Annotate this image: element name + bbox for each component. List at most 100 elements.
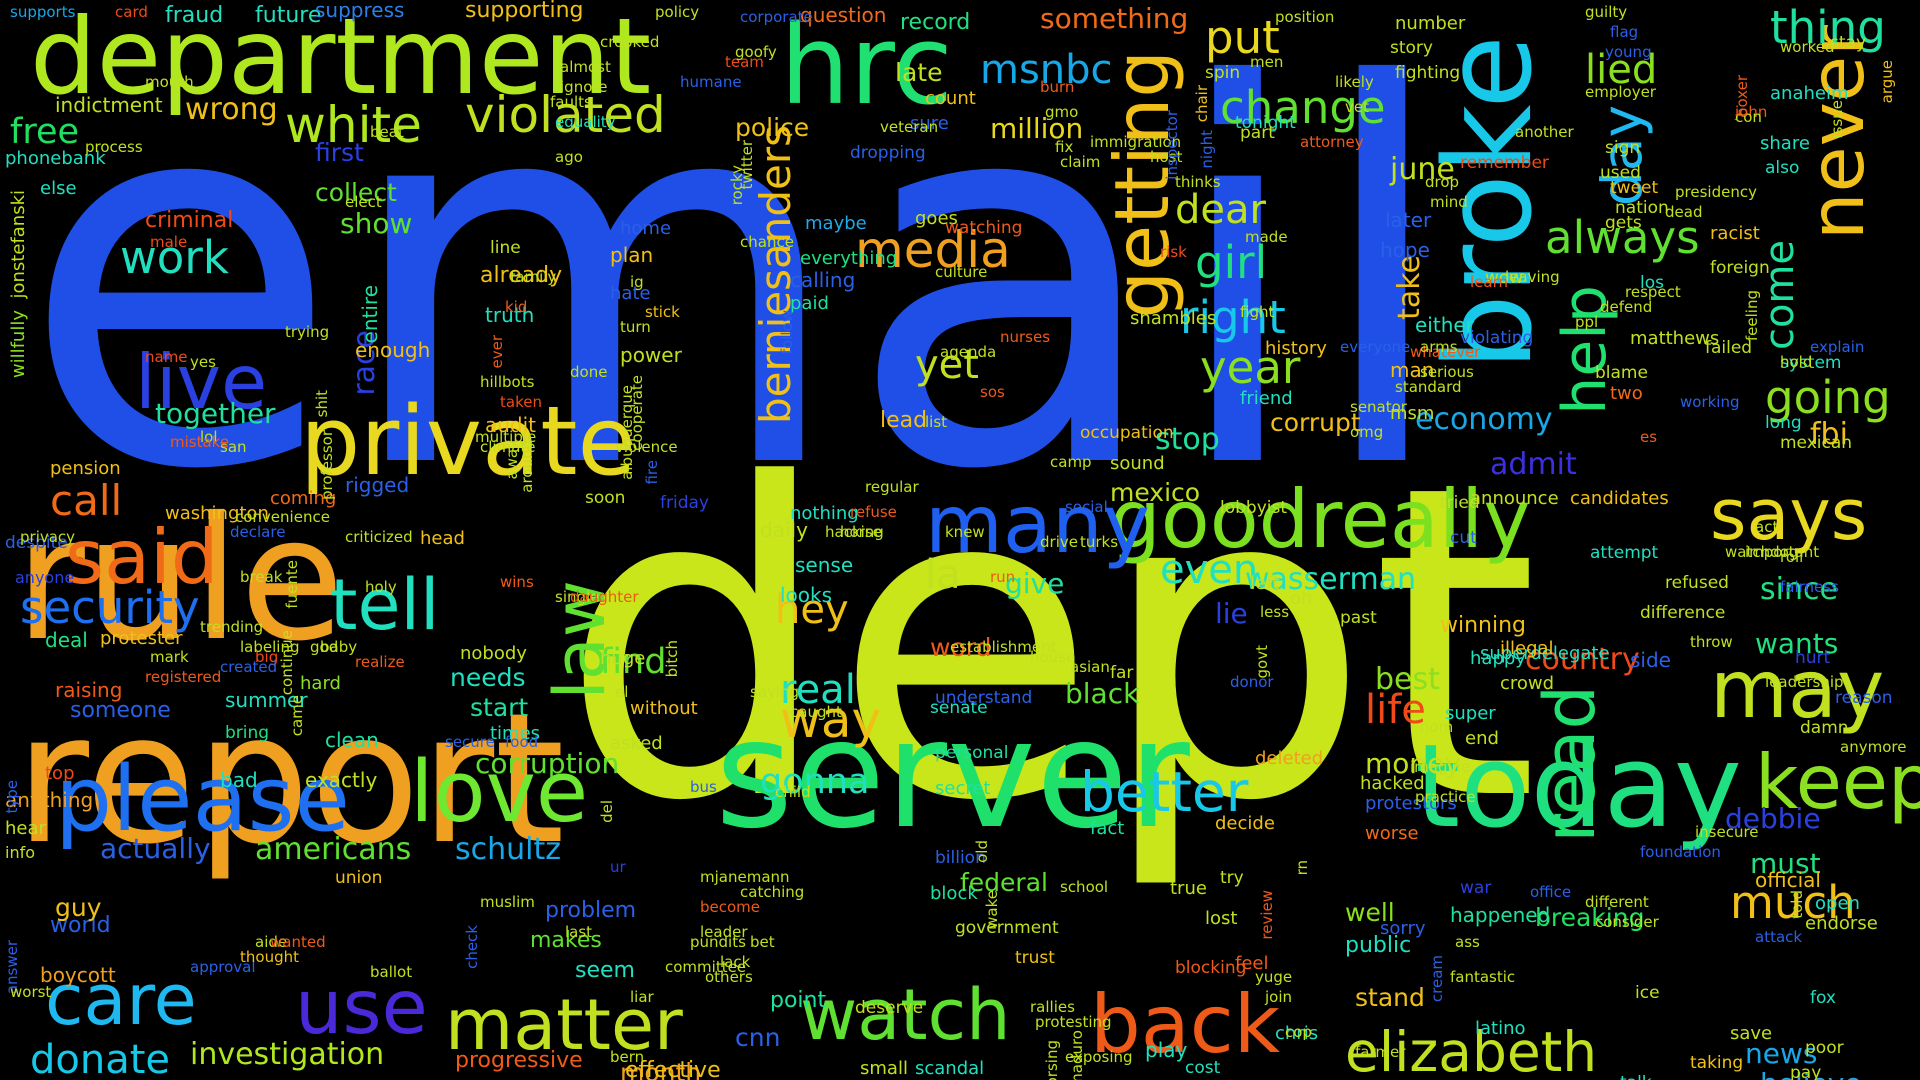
- word-free: free: [10, 112, 80, 152]
- word-official: official: [1755, 868, 1821, 892]
- word-hrc: hrc: [780, 1, 954, 129]
- word-question: question: [800, 3, 887, 27]
- word-exactly: exactly: [305, 768, 378, 792]
- word-needs: needs: [450, 663, 526, 692]
- word-gmo: gmo: [1045, 103, 1079, 121]
- word-protester: protester: [100, 628, 183, 649]
- word-may: may: [1710, 643, 1885, 736]
- word-change: change: [1220, 81, 1386, 134]
- word-away: away: [503, 440, 521, 480]
- word-give: give: [1005, 567, 1065, 600]
- word-elizabeth: elizabeth: [1345, 1020, 1598, 1080]
- word-already: already: [480, 263, 563, 288]
- word-made: made: [1245, 228, 1288, 246]
- word-ass: ass: [1455, 933, 1480, 951]
- word-spin: spin: [1205, 63, 1241, 83]
- word-albuquerque: albuquerque: [618, 385, 636, 480]
- word-caught: caught: [790, 703, 842, 721]
- word-deserve: deserve: [855, 998, 924, 1018]
- word-mouth: mouth: [145, 73, 194, 91]
- word-huge: huge: [600, 648, 646, 669]
- word-try: try: [1220, 868, 1244, 888]
- word-else: else: [40, 178, 77, 199]
- word-goodreally: goodreally: [1110, 473, 1531, 566]
- word-everyone: everyone: [1340, 338, 1411, 356]
- word-important: important: [1745, 543, 1820, 561]
- word-deal: deal: [45, 628, 88, 652]
- word-hacking: hacking: [825, 523, 884, 541]
- word-created: created: [220, 658, 278, 676]
- word-foreign: foreign: [1710, 258, 1770, 278]
- word-feeling: feeling: [1743, 290, 1761, 342]
- word-watching: watching: [945, 218, 1023, 238]
- word-cut: cut: [1450, 528, 1477, 548]
- word-realize: realize: [355, 653, 405, 671]
- word-tweet: tweet: [1610, 178, 1659, 198]
- word-join: join: [1265, 988, 1293, 1006]
- word-save: save: [1730, 1023, 1773, 1044]
- word-black: black: [1065, 677, 1140, 710]
- word-security: security: [20, 581, 200, 634]
- word-true: true: [1170, 878, 1207, 899]
- word-anything: anything: [5, 788, 94, 812]
- word-far: far: [1110, 663, 1134, 683]
- word-boycott: boycott: [40, 963, 116, 987]
- word-worked: worked: [1780, 38, 1835, 56]
- word-truth: truth: [485, 303, 535, 327]
- word-senator: senator: [1350, 398, 1407, 416]
- word-number: number: [1395, 13, 1466, 34]
- word-nurses: nurses: [1000, 328, 1051, 346]
- word-trending: trending: [200, 618, 264, 636]
- word-committee: committee: [665, 958, 747, 976]
- word-multiple: multiple: [475, 428, 537, 446]
- word-country: country: [1525, 642, 1640, 677]
- word-protestors: protestors: [1365, 793, 1457, 814]
- word-mexico: mexico: [1110, 478, 1201, 507]
- word-agenda: agenda: [940, 343, 997, 361]
- word-review: review: [1258, 890, 1276, 940]
- word-bus: bus: [690, 778, 717, 796]
- word-something: something: [1040, 2, 1189, 35]
- word-long: long: [1765, 413, 1802, 433]
- word-end: end: [1465, 728, 1499, 749]
- word-line: line: [490, 238, 521, 258]
- word-professor: professor: [318, 430, 336, 501]
- word-suppress: suppress: [315, 0, 405, 22]
- word-run: run: [990, 568, 1016, 586]
- word-camp: camp: [1050, 453, 1092, 471]
- word-failed: failed: [1705, 338, 1753, 358]
- word-around: around: [518, 440, 536, 493]
- word-police: police: [735, 113, 810, 142]
- word-john: john: [1735, 103, 1768, 121]
- word-sense: sense: [795, 553, 854, 577]
- word-lied: lied: [1585, 47, 1658, 93]
- word-policy: policy: [655, 3, 700, 21]
- word-anaheim: anaheim: [1770, 83, 1849, 104]
- word-school: school: [1060, 878, 1109, 896]
- word-exposing: exposing: [1065, 1048, 1133, 1066]
- word-rocky: rocky: [728, 165, 746, 206]
- word-investigation: investigation: [190, 1037, 385, 1072]
- word-life: life: [1365, 687, 1426, 733]
- word-head: head: [420, 528, 465, 549]
- word-likely: likely: [1335, 73, 1374, 91]
- word-small: small: [860, 1058, 908, 1079]
- word-employer: employer: [1585, 83, 1656, 101]
- word-put: put: [1205, 11, 1280, 64]
- word-news: news: [1745, 1037, 1818, 1070]
- word-saying: saying: [750, 683, 800, 701]
- word-protesting: protesting: [1035, 1013, 1112, 1031]
- word-audit: audit: [485, 413, 537, 437]
- word-ig: ig: [630, 273, 644, 291]
- word-pay: pay: [1790, 1063, 1822, 1080]
- word-ever: ever: [488, 335, 506, 369]
- word-shambles: shambles: [1130, 308, 1217, 329]
- word-omg: omg: [1350, 423, 1384, 441]
- word-lie: lie: [1215, 597, 1248, 630]
- word-gonna: gonna: [760, 762, 870, 802]
- word-sorry: sorry: [1380, 918, 1426, 939]
- word-understand: understand: [935, 688, 1033, 708]
- word-nobody: nobody: [460, 643, 527, 664]
- word-today: today: [1415, 720, 1742, 854]
